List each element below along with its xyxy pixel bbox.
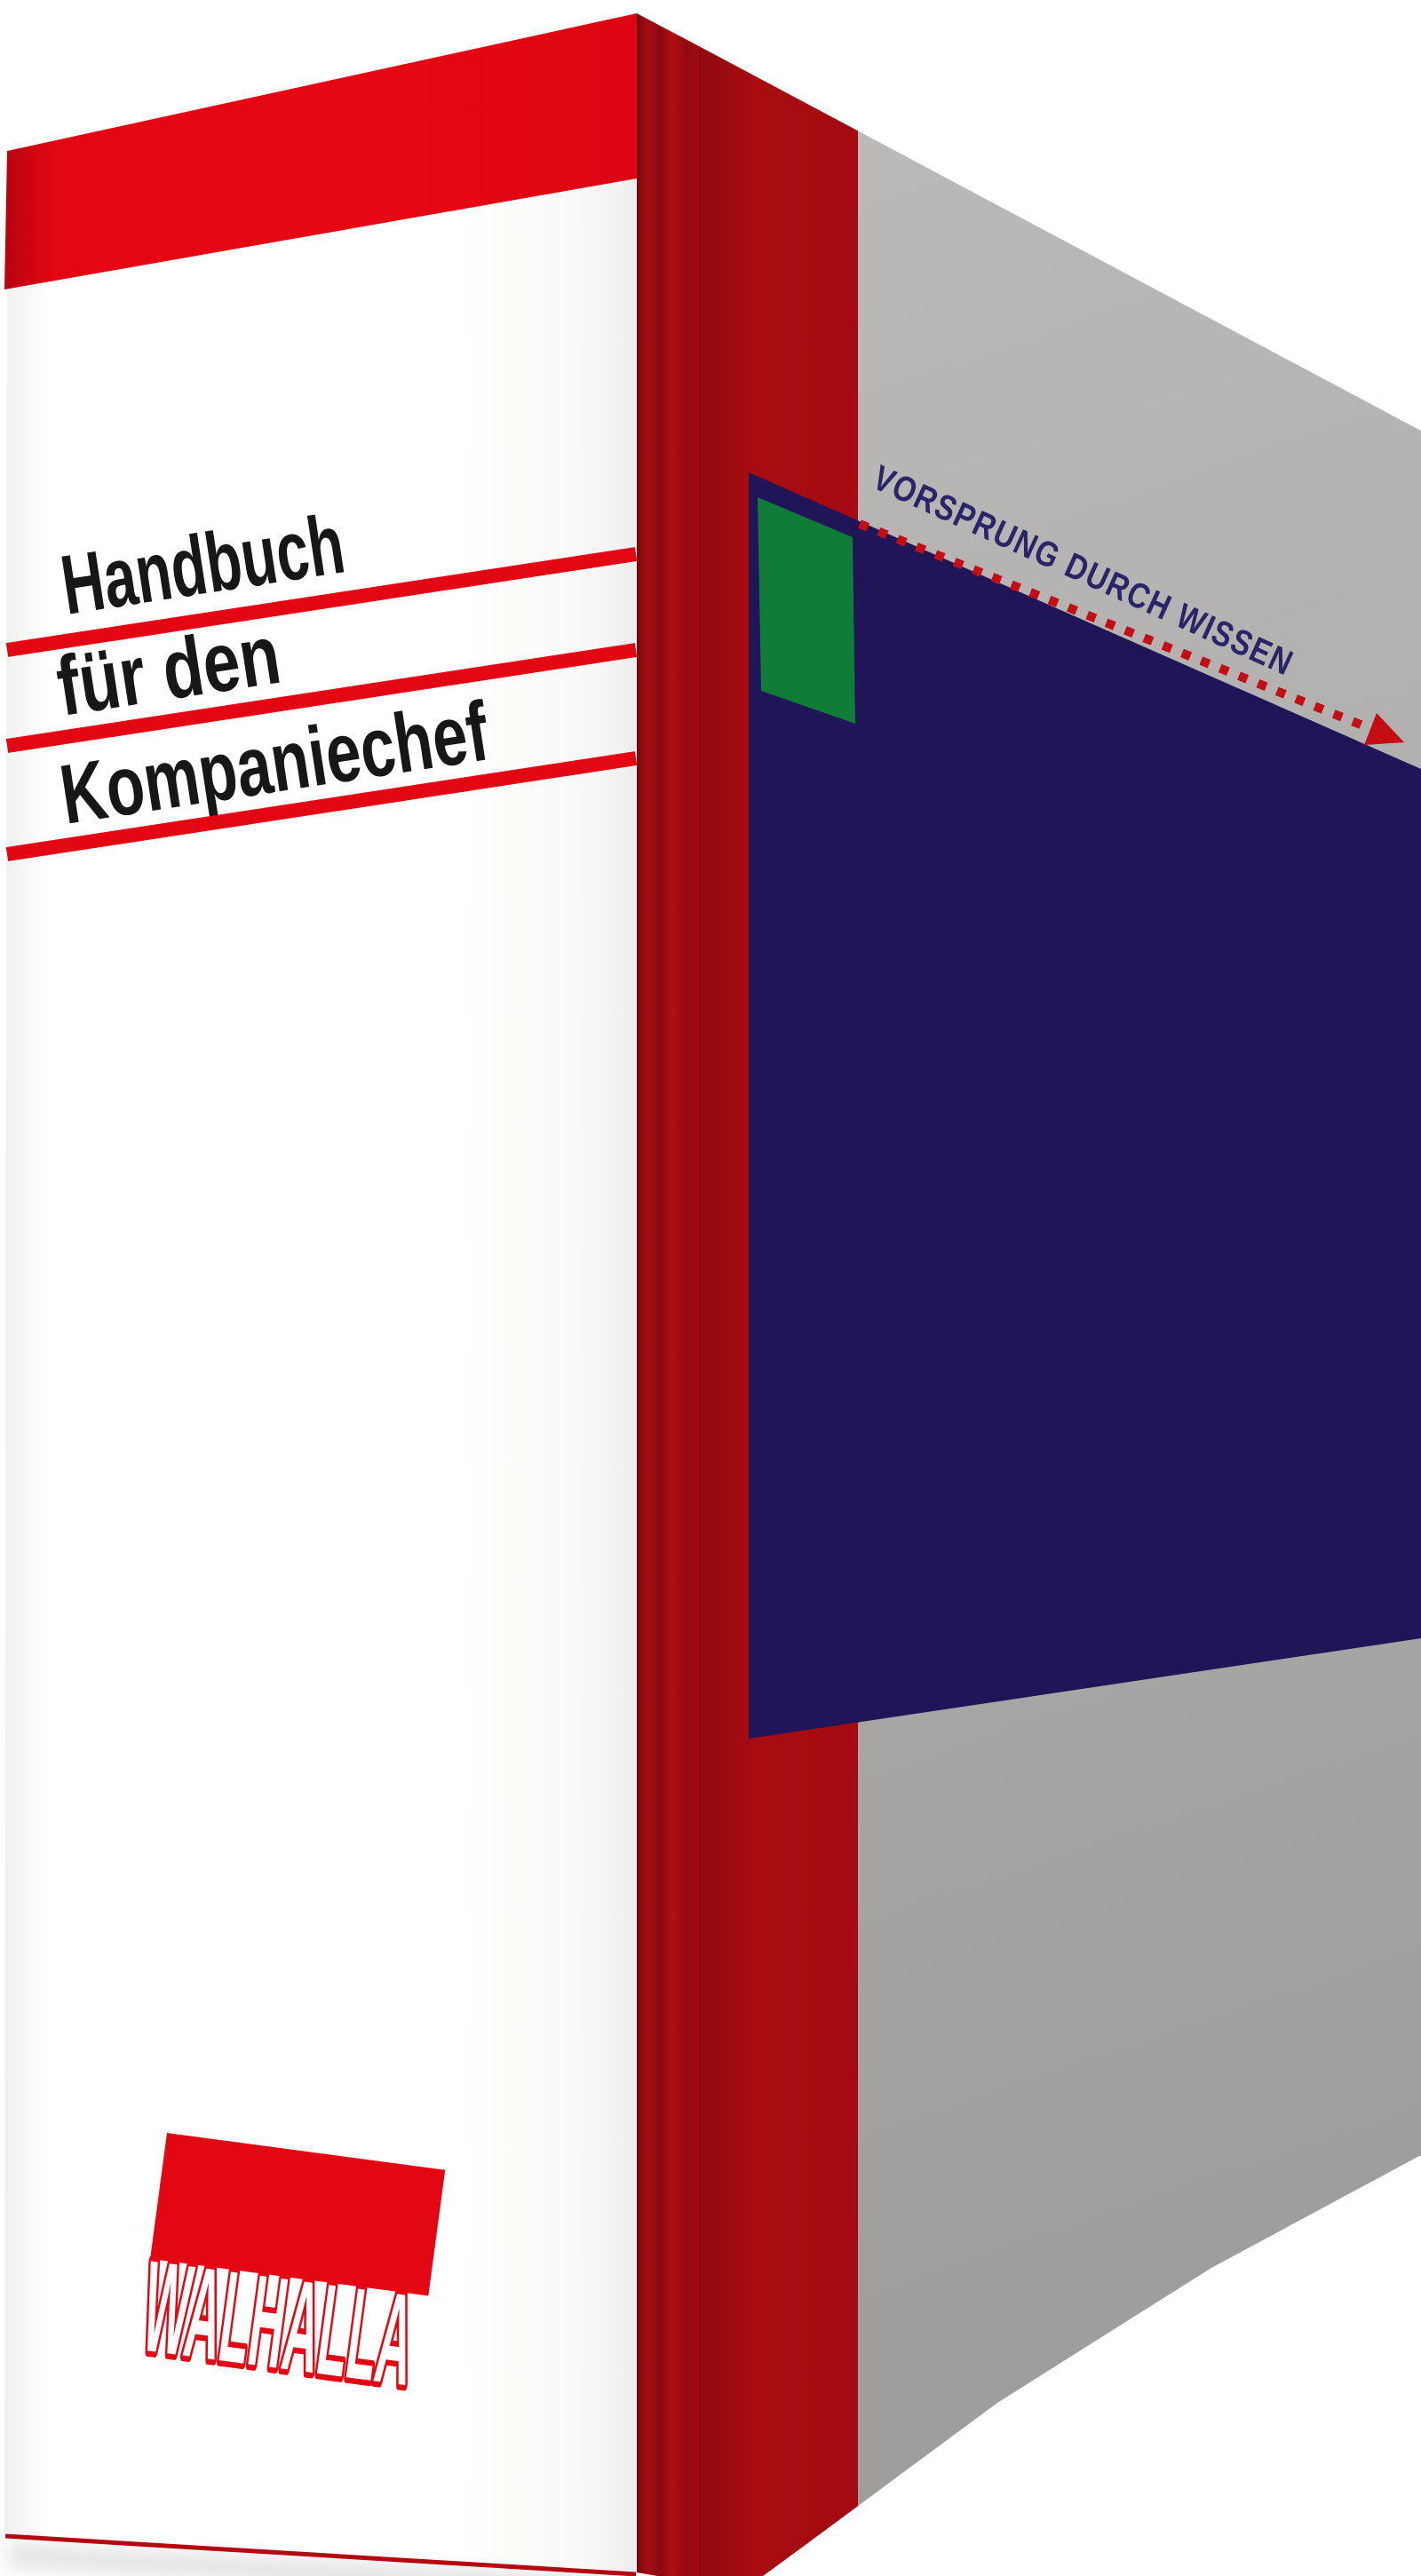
cover-navy-panel bbox=[749, 472, 1421, 1739]
binder-shadow bbox=[7, 2541, 621, 2576]
spine-title-rule-3 bbox=[5, 751, 638, 861]
spine-bottom-edge-line bbox=[4, 2533, 637, 2576]
slogan-dotted-arrow-line bbox=[858, 519, 1371, 733]
walhalla-logo: WALHALLA bbox=[130, 2133, 446, 2418]
walhalla-logo-text: WALHALLA bbox=[135, 2233, 422, 2413]
spine-face bbox=[4, 13, 637, 2572]
spine-fold-strip bbox=[637, 13, 699, 2576]
spine-title-rule-1 bbox=[5, 547, 638, 657]
spine-title-rule-2 bbox=[5, 643, 638, 753]
spine-top-band bbox=[4, 13, 637, 289]
front-cover: VORSPRUNG DURCH WISSEN bbox=[699, 46, 1421, 2576]
spine: Handbuch für den Kompaniechef WALHALLA bbox=[4, 13, 638, 2576]
cover-green-square bbox=[758, 497, 855, 724]
walhalla-logo-box bbox=[150, 2133, 446, 2296]
arrowhead-icon bbox=[1364, 713, 1404, 745]
